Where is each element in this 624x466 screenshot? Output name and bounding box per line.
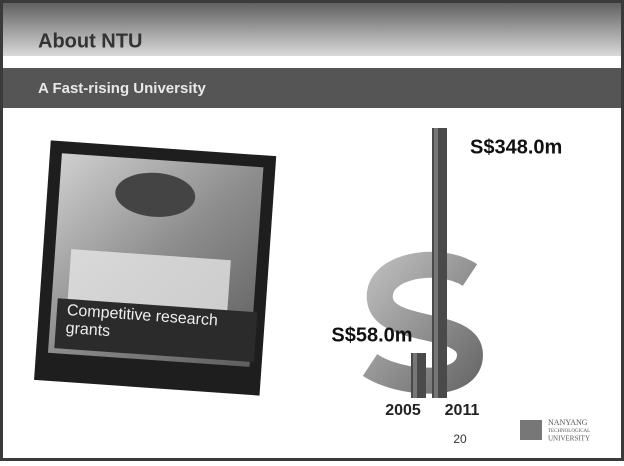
subtitle-bar (0, 68, 624, 108)
page-number: 20 (453, 432, 467, 446)
title-bar (0, 0, 624, 56)
caption-box (54, 298, 258, 363)
x-tick-label: 2011 (445, 402, 480, 419)
goggles (115, 172, 196, 217)
photo: Competitive research grants (34, 140, 277, 396)
bar-highlight (434, 128, 438, 398)
value-label: S$58.0m (331, 324, 412, 346)
x-tick-label: 2005 (385, 402, 421, 419)
title: About NTU (38, 30, 142, 52)
value-label: S$348.0m (470, 136, 562, 158)
subtitle: A Fast-rising University (38, 80, 206, 97)
logo-text: UNIVERSITY (548, 435, 590, 443)
logo-text: TECHNOLOGICAL (548, 429, 590, 434)
logo-mark (520, 420, 542, 440)
plate (67, 249, 231, 316)
logo-text: NANYANG (548, 418, 588, 427)
bar-highlight (413, 353, 417, 398)
